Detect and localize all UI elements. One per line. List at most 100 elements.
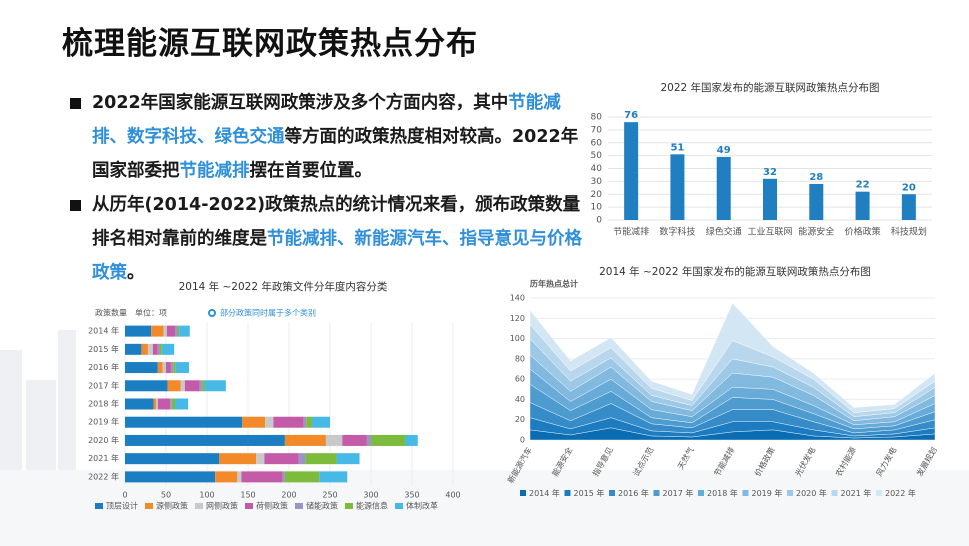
y-tick-label: 60 — [515, 375, 525, 384]
legend-swatch — [520, 490, 526, 496]
bar — [763, 178, 777, 220]
bar-segment — [179, 325, 190, 337]
legend-label: 2019 年 — [752, 488, 783, 498]
x-tick-label: 400 — [445, 491, 460, 500]
bar — [855, 191, 870, 220]
legend-label: 储能政策 — [306, 501, 338, 511]
bar-segment — [141, 343, 148, 355]
legend-swatch — [95, 503, 103, 509]
bar-segment — [175, 325, 178, 337]
x-tick-label: 0 — [122, 491, 127, 500]
bar-segment — [273, 416, 304, 428]
bar-segment — [184, 380, 200, 392]
legend-label: 2016 年 — [618, 488, 649, 498]
bar-segment — [163, 325, 167, 337]
x-tick-label: 50 — [161, 491, 171, 500]
bar-segment — [156, 398, 158, 410]
y-tick-label: 2020 年 — [88, 435, 119, 445]
slide-title: 梳理能源互联网政策热点分布 — [62, 26, 478, 62]
y-tick-label: 40 — [515, 395, 525, 404]
value-label: 22 — [856, 180, 870, 191]
bar-segment — [170, 398, 172, 410]
bar-segment — [162, 362, 166, 374]
bullet-text: 2022年国家能源互联网政策涉及多个方面内容，其中 — [92, 93, 509, 113]
bar-segment — [125, 416, 243, 428]
x-tick-label: 科技规划 — [891, 226, 927, 238]
legend-label: 2020 年 — [796, 488, 827, 498]
bar-segment — [264, 453, 299, 465]
x-tick-label: 能源安全 — [798, 226, 834, 238]
bar-segment — [282, 471, 285, 483]
x-tick-label: 200 — [281, 491, 296, 500]
bar-segment — [151, 325, 164, 337]
bar-segment — [153, 398, 157, 410]
bullet-text: 等方面的政策热度相对较高。2022年国家部委把 — [92, 127, 579, 181]
bar-segment — [256, 453, 265, 465]
y-tick-label: 40 — [591, 164, 603, 174]
y-tick-label: 2015 年 — [88, 344, 119, 354]
value-label: 20 — [902, 182, 916, 193]
bar-segment — [125, 362, 158, 374]
bar — [809, 183, 824, 220]
y-tick-label: 2019 年 — [88, 417, 119, 427]
bar-segment — [170, 362, 174, 374]
legend-label: 2018 年 — [707, 488, 738, 498]
legend-label: 2014 年 — [529, 488, 560, 498]
legend-swatch — [742, 490, 749, 496]
value-label: 32 — [763, 167, 777, 178]
skyline-decoration — [0, 330, 969, 546]
bullet: 从历年(2014-2022)政策热点的统计情况来看，颁布政策数量排名相对靠前的维… — [70, 188, 582, 290]
bar-segment — [336, 453, 360, 465]
highlight-text: 节能减排 — [179, 161, 250, 181]
bar-segment — [371, 434, 406, 446]
legend-label: 源侧政策 — [156, 501, 188, 511]
y-tick-label: 120 — [510, 314, 525, 323]
chart-title: 2014 年 ~2022 年国家发布的能源互联网政策热点分布图 — [599, 265, 871, 278]
area — [529, 302, 936, 413]
y-tick-label: 2021 年 — [88, 453, 119, 463]
bar-segment — [125, 453, 220, 465]
bar-segment — [157, 362, 163, 374]
legend-swatch — [698, 490, 704, 496]
legend-label: 顶层设计 — [106, 501, 138, 511]
bar-segment — [125, 343, 142, 355]
value-label: 76 — [624, 110, 638, 121]
y-tick-label: 2014 年 — [88, 326, 119, 336]
bar-segment — [298, 453, 306, 465]
bullet: 2022年国家能源互联网政策涉及多个方面内容，其中节能减排、数字科技、绿色交通等… — [70, 86, 582, 188]
bar-segment — [157, 398, 171, 410]
bar-segment — [242, 416, 266, 428]
bar-segment — [215, 471, 238, 483]
x-tick-label: 节能减排 — [613, 226, 649, 238]
y-tick-label: 30 — [591, 177, 603, 187]
y-tick-label: 70 — [591, 125, 603, 135]
y-tick-label: 50 — [591, 151, 603, 161]
bar-segment — [284, 471, 320, 483]
bullet-text: 摆在首要位置。 — [249, 161, 373, 181]
legend-swatch — [395, 503, 403, 509]
legend-swatch — [876, 490, 882, 496]
y-tick-label: 100 — [510, 334, 525, 343]
bar-segment — [306, 416, 312, 428]
bar-segment — [177, 325, 180, 337]
y-tick-label: 0 — [520, 436, 525, 445]
bar-segment — [342, 434, 367, 446]
bar — [670, 154, 685, 220]
bar-segment — [171, 398, 176, 410]
legend-swatch — [195, 503, 203, 509]
x-tick-label: 天然气 — [675, 445, 696, 471]
y-axis-title: 历年热点总计 — [530, 279, 578, 289]
bar — [624, 122, 639, 220]
bar-segment — [241, 471, 283, 483]
bar-segment — [157, 343, 160, 355]
legend-label: 2022 年 — [885, 488, 916, 498]
y-tick-label: 20 — [591, 190, 603, 200]
legend-label: 2017 年 — [663, 488, 694, 498]
y-tick-label: 0 — [596, 216, 602, 226]
legend-swatch — [653, 490, 660, 496]
bar-segment — [125, 398, 154, 410]
bar-segment — [161, 343, 175, 355]
bar-segment — [366, 434, 371, 446]
x-tick-label: 300 — [363, 491, 378, 500]
y-tick-label: 60 — [591, 138, 603, 148]
